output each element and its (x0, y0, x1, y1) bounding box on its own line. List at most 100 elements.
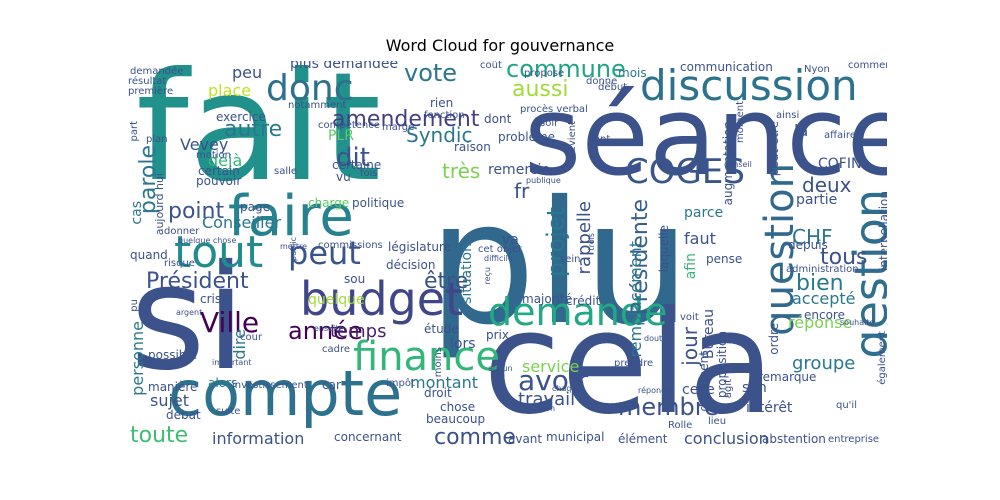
word-31: toute (130, 423, 189, 448)
word-165: début (598, 82, 628, 93)
word-45: place (208, 81, 252, 100)
word-53: quelque (308, 292, 365, 308)
word-106: alors (208, 376, 238, 390)
word-37: deux (802, 173, 852, 197)
word-99: avant (508, 432, 543, 446)
word-42: très (442, 159, 481, 183)
word-159: agit (723, 379, 734, 399)
word-116: résultat (128, 76, 167, 87)
word-169: soir (540, 118, 559, 129)
word-38: bien (796, 271, 844, 296)
word-2: séance (524, 72, 887, 200)
word-86: rien (430, 96, 454, 110)
word-10: budget (300, 272, 464, 326)
word-118: demandée (130, 66, 184, 77)
word-149: cour (240, 332, 263, 343)
word-67: sujet (150, 391, 190, 410)
word-115: fonction (424, 110, 465, 121)
word-183: propose (524, 68, 565, 79)
word-61: accepté (792, 289, 856, 308)
word-27: membre (618, 393, 719, 421)
word-109: décision (386, 258, 436, 272)
word-156: lieu (708, 416, 727, 427)
word-54: service (522, 357, 580, 376)
word-7: discussion (640, 61, 858, 110)
word-83: cas (129, 201, 145, 225)
word-104: manière (148, 380, 198, 394)
word-163: comment (848, 61, 887, 71)
word-182: marge (382, 122, 415, 133)
word-65: personne (128, 321, 147, 396)
word-23: commune (506, 61, 626, 83)
word-132: majorité (522, 292, 573, 306)
word-57: montant (410, 373, 479, 392)
word-8: tout (174, 227, 264, 278)
word-49: Vevey (180, 135, 229, 154)
word-28: année (288, 317, 363, 345)
word-185: donne (586, 76, 618, 87)
word-172: cet objet (478, 244, 523, 255)
word-19: dit (336, 143, 370, 173)
word-168: procès verbal (520, 104, 588, 115)
chart-title: Word Cloud for gouvernance (385, 36, 615, 55)
word-144: prendre (614, 358, 654, 369)
word-55: travail (518, 389, 576, 410)
word-34: projet (542, 207, 570, 278)
word-171: tant (590, 134, 611, 145)
word-79: afin (683, 253, 699, 280)
word-81: lors (450, 336, 476, 352)
word-56: information (212, 429, 305, 448)
word-192: conseil (724, 160, 752, 169)
word-68: celle (682, 382, 715, 398)
word-124: aujourd hui (153, 173, 166, 236)
word-78: parce (684, 205, 724, 221)
word-123: donner (164, 226, 200, 237)
word-30: être (424, 269, 469, 294)
word-21: point (168, 199, 225, 224)
word-154: également (877, 331, 887, 385)
word-6: faire (228, 184, 354, 249)
word-22: Président (146, 269, 249, 294)
word-117: première (128, 86, 174, 97)
word-119: motion (196, 150, 232, 161)
word-16: COGES (625, 152, 745, 192)
word-122: risque (164, 258, 195, 269)
word-162: moment (735, 101, 746, 144)
word-129: vu (336, 170, 351, 184)
word-60: réponse (788, 313, 853, 332)
word-84: là (794, 121, 809, 140)
word-1: fait (136, 61, 382, 215)
word-128: fois (360, 168, 378, 179)
word-187: argent (176, 308, 203, 317)
word-72: remarque (758, 370, 817, 384)
word-175: trois (587, 233, 596, 251)
word-13: demande (488, 290, 668, 334)
word-0: plu (428, 165, 691, 363)
word-155: entreprise (828, 434, 880, 445)
word-3: si (130, 234, 246, 403)
word-146: impôt (386, 378, 415, 389)
word-167: mettre (280, 242, 308, 251)
word-87: raison (454, 140, 491, 154)
word-108: sou (344, 272, 366, 286)
word-105: possible (148, 348, 198, 362)
word-140: ordre (767, 323, 781, 355)
word-142: document (697, 351, 711, 412)
word-139: administration (786, 264, 859, 275)
word-51: PLR (328, 128, 354, 144)
word-32: comme (434, 425, 516, 450)
word-15: peut (288, 234, 361, 272)
word-17: vote (404, 61, 458, 87)
word-26: avoir (518, 364, 589, 397)
word-130: moins (433, 347, 444, 378)
word-88: certaine (332, 158, 382, 172)
word-173: difficile (484, 254, 513, 263)
word-161: affaire (824, 130, 856, 141)
word-151: investissement (232, 380, 308, 391)
word-76: partie (796, 192, 838, 208)
word-47: communication (680, 61, 773, 74)
word-147: car (322, 378, 341, 392)
word-190: important (212, 358, 252, 367)
word-112: compétence (318, 120, 380, 131)
word-174: reçu (483, 267, 492, 285)
